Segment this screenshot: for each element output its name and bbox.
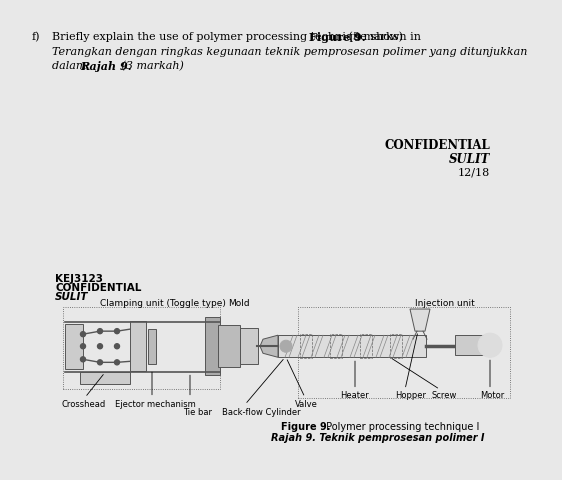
Text: Clamping unit (Toggle type): Clamping unit (Toggle type) <box>100 299 226 308</box>
Bar <box>148 329 156 364</box>
Bar <box>130 321 146 372</box>
Bar <box>330 334 342 358</box>
Text: Briefly explain the use of polymer processing technique shown in: Briefly explain the use of polymer proce… <box>52 32 424 42</box>
Bar <box>455 335 485 355</box>
Bar <box>65 324 83 370</box>
Text: Figure 9.: Figure 9. <box>281 421 330 432</box>
Text: 12/18: 12/18 <box>458 167 490 177</box>
Circle shape <box>80 332 85 336</box>
Text: Motor: Motor <box>480 392 504 400</box>
Text: Rajah 9. Teknik pemprosesan polimer I: Rajah 9. Teknik pemprosesan polimer I <box>271 433 484 443</box>
Circle shape <box>97 329 102 334</box>
Text: Heater: Heater <box>340 392 369 400</box>
Bar <box>205 317 220 375</box>
Text: Figure 9.: Figure 9. <box>309 32 365 43</box>
Text: Rajah 9.: Rajah 9. <box>80 60 132 72</box>
Circle shape <box>80 357 85 362</box>
Polygon shape <box>260 335 278 357</box>
Bar <box>218 325 240 367</box>
Text: SULIT: SULIT <box>448 153 490 166</box>
Text: Polymer processing technique I: Polymer processing technique I <box>323 421 479 432</box>
Text: Injection unit: Injection unit <box>415 299 475 308</box>
Text: (3 markah): (3 markah) <box>118 60 184 71</box>
Text: Mold: Mold <box>228 299 250 308</box>
Text: Screw: Screw <box>432 392 457 400</box>
Circle shape <box>97 344 102 349</box>
Circle shape <box>115 329 120 334</box>
Text: CONFIDENTIAL: CONFIDENTIAL <box>384 139 490 152</box>
Bar <box>360 334 372 358</box>
Circle shape <box>115 344 120 349</box>
Text: Ejector mechanism: Ejector mechanism <box>115 399 196 408</box>
Circle shape <box>280 340 292 352</box>
Text: dalam: dalam <box>52 60 90 71</box>
Bar <box>80 372 130 384</box>
Text: Tie bar: Tie bar <box>183 408 212 417</box>
Text: CONFIDENTIAL: CONFIDENTIAL <box>55 283 142 293</box>
Text: Terangkan dengan ringkas kegunaan teknik pemprosesan polimer yang ditunjukkan: Terangkan dengan ringkas kegunaan teknik… <box>52 47 527 57</box>
Bar <box>240 328 258 364</box>
Text: f): f) <box>32 32 40 42</box>
Text: Crosshead: Crosshead <box>62 399 106 408</box>
Text: SULIT: SULIT <box>55 292 88 302</box>
Circle shape <box>97 360 102 365</box>
Text: (3 marks): (3 marks) <box>345 32 403 42</box>
Text: Back-flow Cylinder: Back-flow Cylinder <box>222 408 301 417</box>
Bar <box>300 334 312 358</box>
Circle shape <box>115 360 120 365</box>
Bar <box>278 335 426 357</box>
Circle shape <box>478 333 502 357</box>
Text: KEJ3123: KEJ3123 <box>55 274 103 284</box>
Bar <box>390 334 402 358</box>
Polygon shape <box>410 309 430 331</box>
Text: Valve: Valve <box>295 399 318 408</box>
Circle shape <box>80 344 85 349</box>
Text: Hopper: Hopper <box>395 392 426 400</box>
